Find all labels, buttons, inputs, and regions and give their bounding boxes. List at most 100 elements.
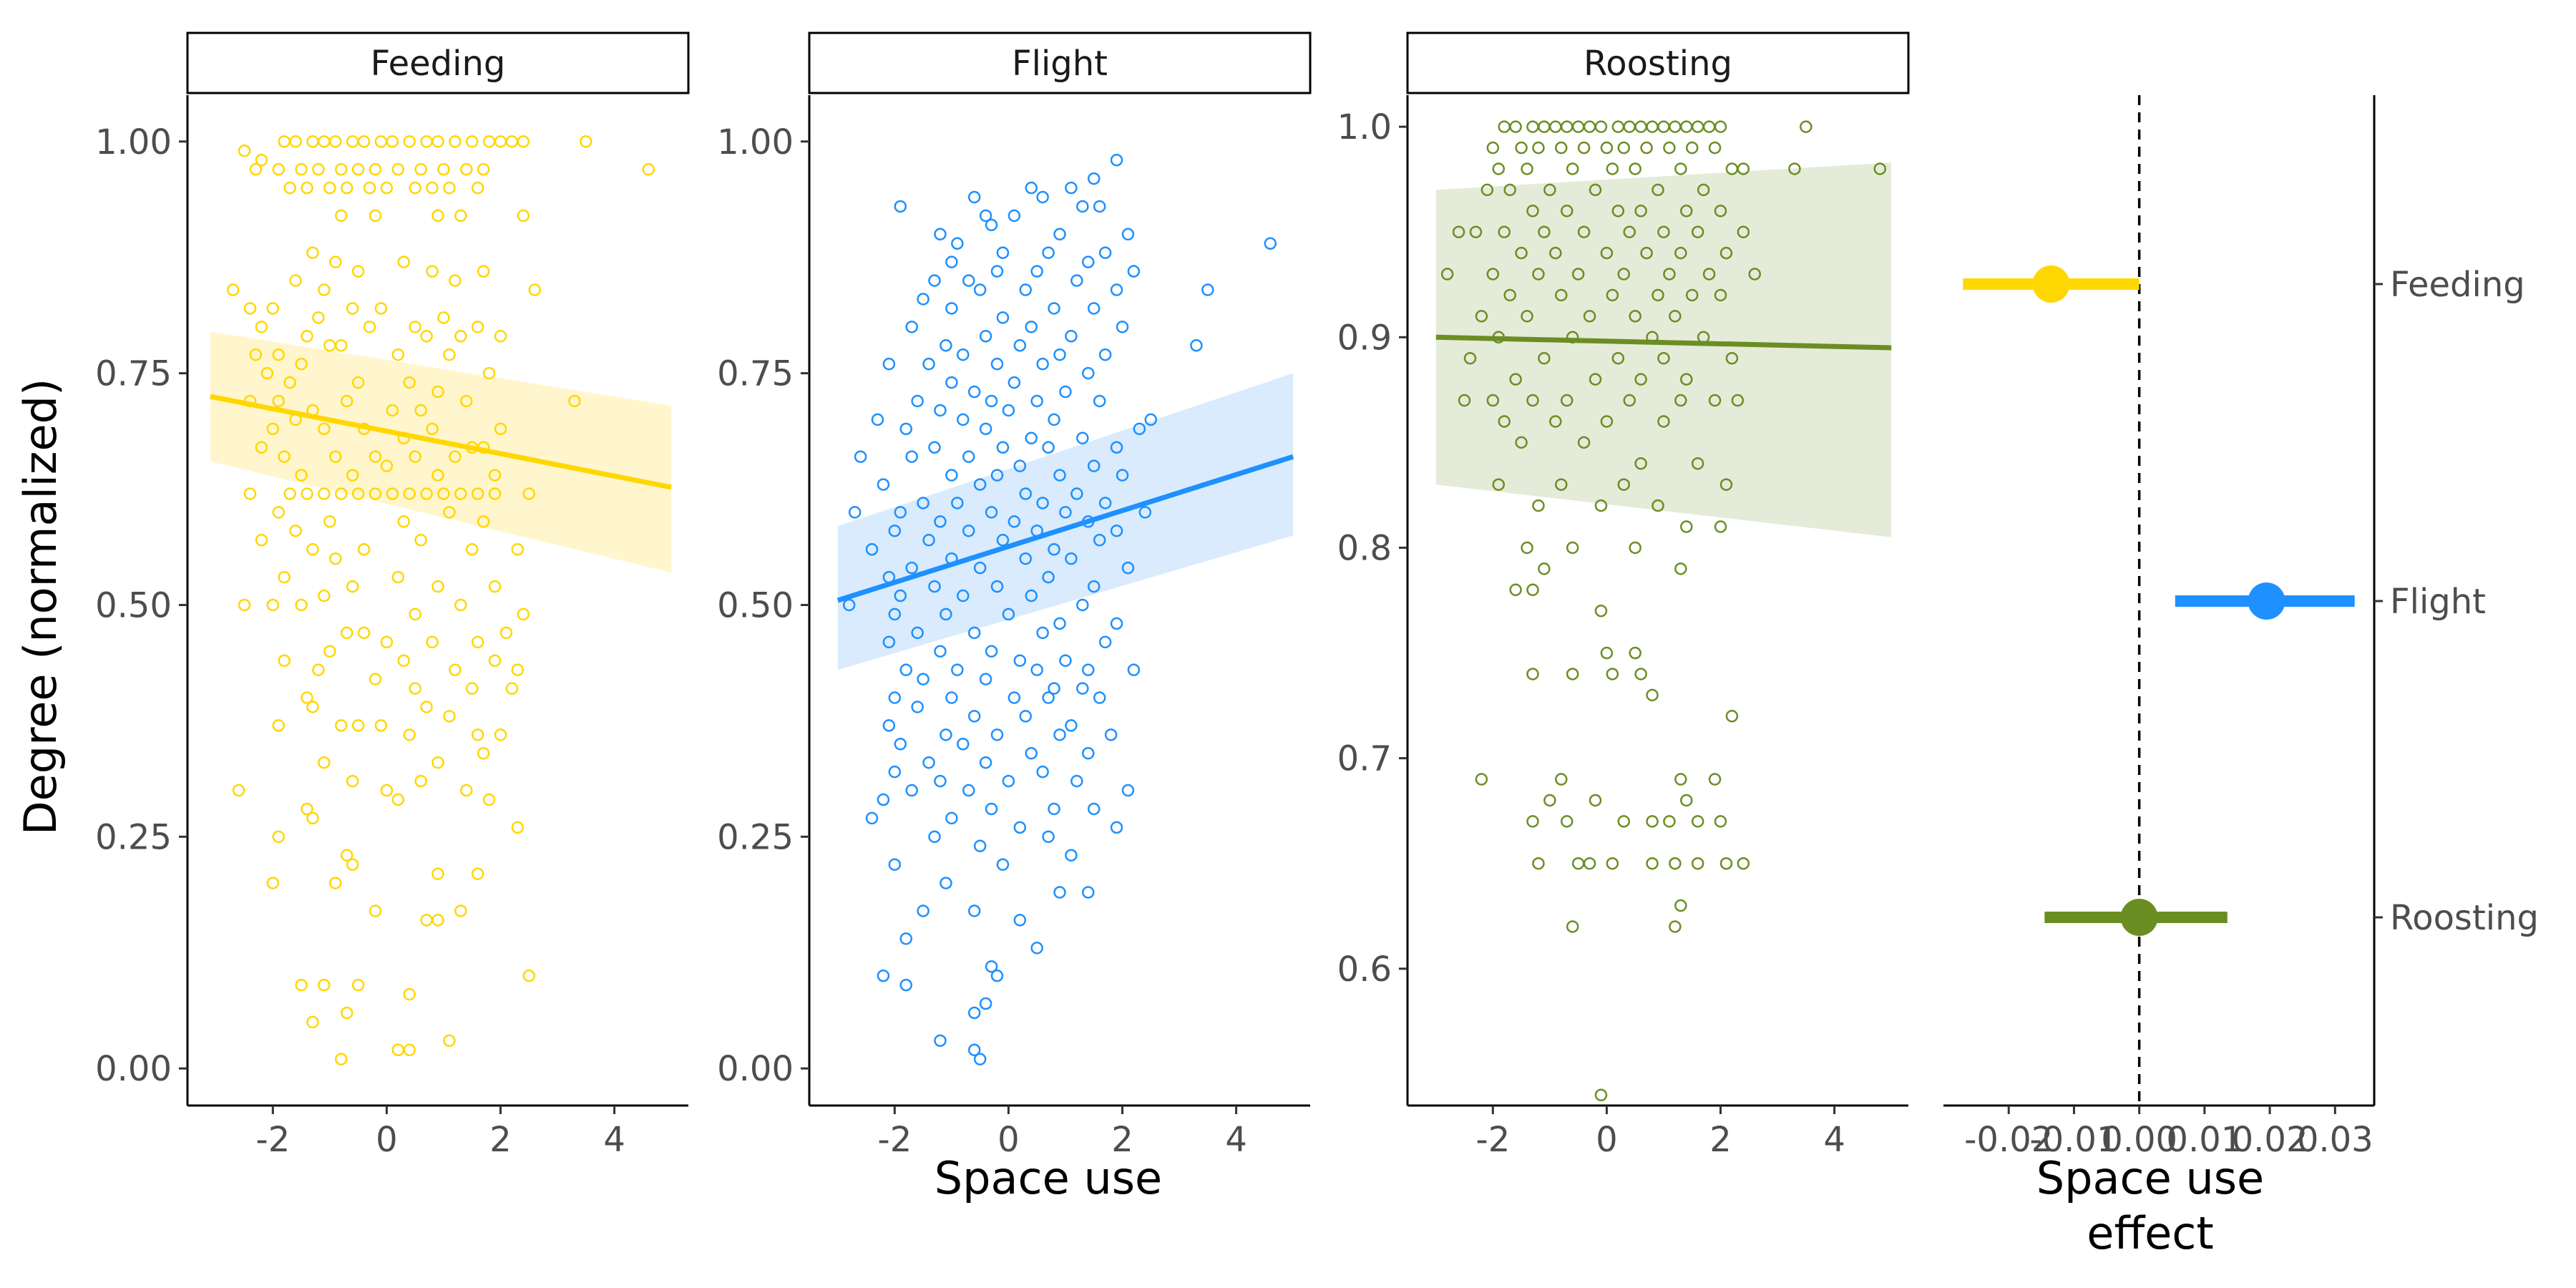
data-point [1127, 663, 1141, 676]
data-point [1748, 268, 1761, 280]
data-point [329, 255, 342, 268]
data-point [1543, 794, 1556, 807]
data-point [335, 339, 348, 352]
data-point [266, 302, 280, 315]
data-point [363, 181, 376, 195]
data-point [996, 246, 1010, 259]
x-tick-label: 2 [1111, 1120, 1133, 1160]
data-point [1708, 773, 1722, 786]
data-point [1002, 774, 1015, 788]
data-point [1521, 162, 1533, 175]
data-point [301, 330, 313, 343]
data-point [255, 321, 268, 333]
data-point [306, 701, 319, 713]
data-point [1623, 394, 1636, 407]
data-point [249, 348, 263, 361]
data-point [1600, 646, 1614, 660]
data-point [1629, 541, 1641, 555]
data-point [414, 162, 427, 176]
data-point [888, 858, 902, 871]
data-point [962, 274, 975, 287]
x-tick-label: -0.02 [1964, 1120, 2053, 1160]
data-point [391, 793, 405, 806]
confidence-ribbon-feeding [210, 331, 672, 573]
data-point [1013, 654, 1027, 667]
data-point [1714, 520, 1727, 533]
data-point [420, 914, 433, 927]
data-point [335, 487, 348, 500]
data-point [1036, 357, 1049, 371]
data-point [967, 710, 981, 723]
y-tick-label: 0.25 [95, 817, 172, 857]
confidence-ribbon-roosting [1435, 162, 1892, 537]
data-point [580, 135, 592, 148]
data-point [272, 506, 286, 519]
data-point [1110, 153, 1123, 167]
data-point [1560, 120, 1574, 133]
data-point [409, 682, 421, 695]
data-point [426, 635, 439, 649]
data-point [940, 339, 952, 352]
x-tick-label: 0 [376, 1120, 398, 1160]
data-point [1611, 351, 1625, 365]
data-point [1714, 288, 1727, 302]
x-tick-label: 4 [1823, 1120, 1845, 1160]
data-point [990, 357, 1004, 371]
data-point [482, 135, 496, 148]
data-point [957, 738, 970, 751]
data-point [967, 1043, 981, 1057]
data-point [454, 209, 467, 223]
data-point [1059, 385, 1072, 399]
data-point [1708, 394, 1722, 407]
data-point [266, 877, 280, 889]
data-point [488, 654, 502, 667]
data-point [1589, 373, 1602, 386]
panel-feeding: Feeding 0.00 0.25 0.50 0.75 1.00 -2 0 2 4 [95, 31, 690, 1160]
data-point [409, 450, 421, 463]
data-point [1110, 821, 1123, 834]
data-point [1640, 141, 1653, 155]
data-point [1025, 321, 1038, 333]
data-point [934, 515, 947, 528]
data-point [1042, 570, 1055, 584]
data-point [905, 321, 918, 333]
data-point [369, 673, 382, 686]
data-point [1714, 120, 1727, 133]
data-point [1526, 815, 1539, 828]
fit-line-roosting [1435, 334, 1892, 351]
data-point [1577, 436, 1591, 449]
data-point [1082, 746, 1095, 760]
data-point [1652, 499, 1664, 512]
data-point [1669, 120, 1682, 133]
data-point [1025, 589, 1038, 602]
data-point [1082, 663, 1095, 676]
data-point [940, 608, 952, 621]
data-point [985, 394, 998, 408]
data-point [403, 728, 416, 741]
data-point [1048, 802, 1060, 816]
data-point [318, 422, 331, 436]
strip-label-flight: Flight [1012, 44, 1108, 84]
x-tick-label: 4 [1225, 1120, 1247, 1160]
data-point [1121, 228, 1135, 241]
data-point [1594, 1088, 1608, 1102]
data-point [465, 135, 479, 148]
data-point [973, 478, 987, 491]
data-point [1042, 441, 1055, 454]
data-point [1538, 351, 1551, 365]
x-tick-label: 0.00 [2101, 1120, 2177, 1160]
data-point [397, 515, 411, 528]
data-point [255, 153, 268, 167]
data-point [1657, 120, 1670, 133]
data-point [1606, 668, 1619, 680]
data-point [403, 487, 416, 500]
data-point [1144, 413, 1158, 426]
data-point [985, 802, 998, 816]
data-point [888, 608, 902, 621]
data-point [306, 1015, 319, 1029]
y-tick-label: 0.9 [1337, 318, 1392, 358]
data-point [973, 283, 987, 296]
data-point [243, 487, 257, 500]
x-tick-label: -2 [255, 1120, 290, 1160]
data-point [1560, 205, 1574, 218]
